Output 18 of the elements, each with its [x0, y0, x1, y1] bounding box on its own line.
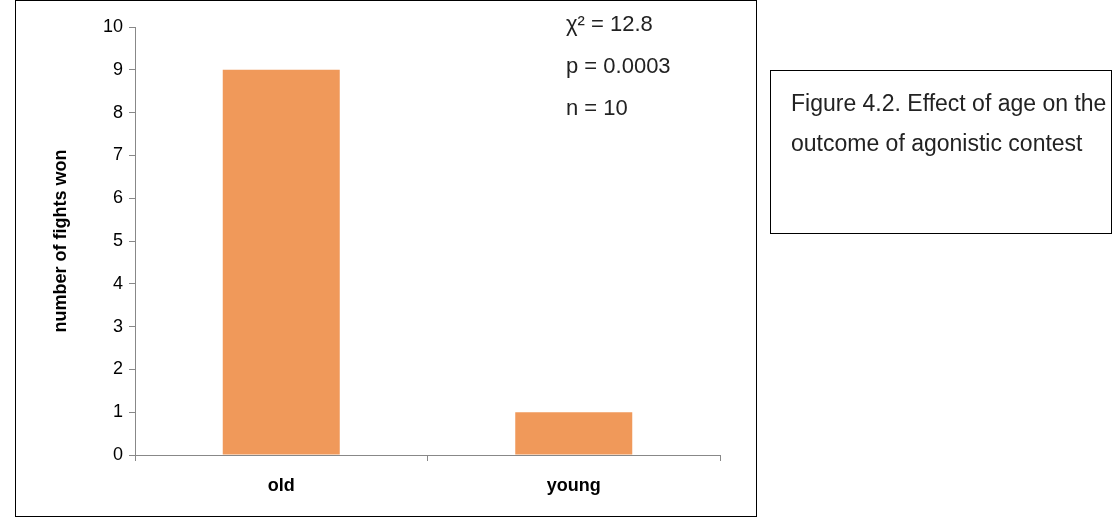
y-tick-label: 0 — [112, 443, 123, 464]
y-tick-label: 1 — [112, 401, 123, 422]
x-tick-label: young — [546, 474, 601, 495]
y-axis-title: number of fights won — [49, 149, 70, 333]
caption: Figure 4.2. Effect of age on the outcome of agonistic contest — [770, 70, 1112, 234]
y-tick-label: 7 — [112, 144, 123, 165]
annotation: p = 0.0003 — [566, 53, 671, 79]
y-tick-label: 4 — [112, 272, 123, 293]
x-tick-label: old — [267, 474, 295, 495]
annotation: n = 10 — [566, 95, 628, 121]
y-tick-label: 9 — [112, 58, 123, 79]
y-tick-label: 8 — [112, 101, 123, 122]
y-tick-label: 5 — [112, 229, 123, 250]
y-tick-label: 10 — [102, 15, 123, 36]
y-tick-label: 3 — [112, 315, 123, 336]
y-tick-label: 2 — [112, 358, 123, 379]
annotation: χ² = 12.8 — [566, 11, 653, 37]
y-tick-label: 6 — [112, 187, 123, 208]
